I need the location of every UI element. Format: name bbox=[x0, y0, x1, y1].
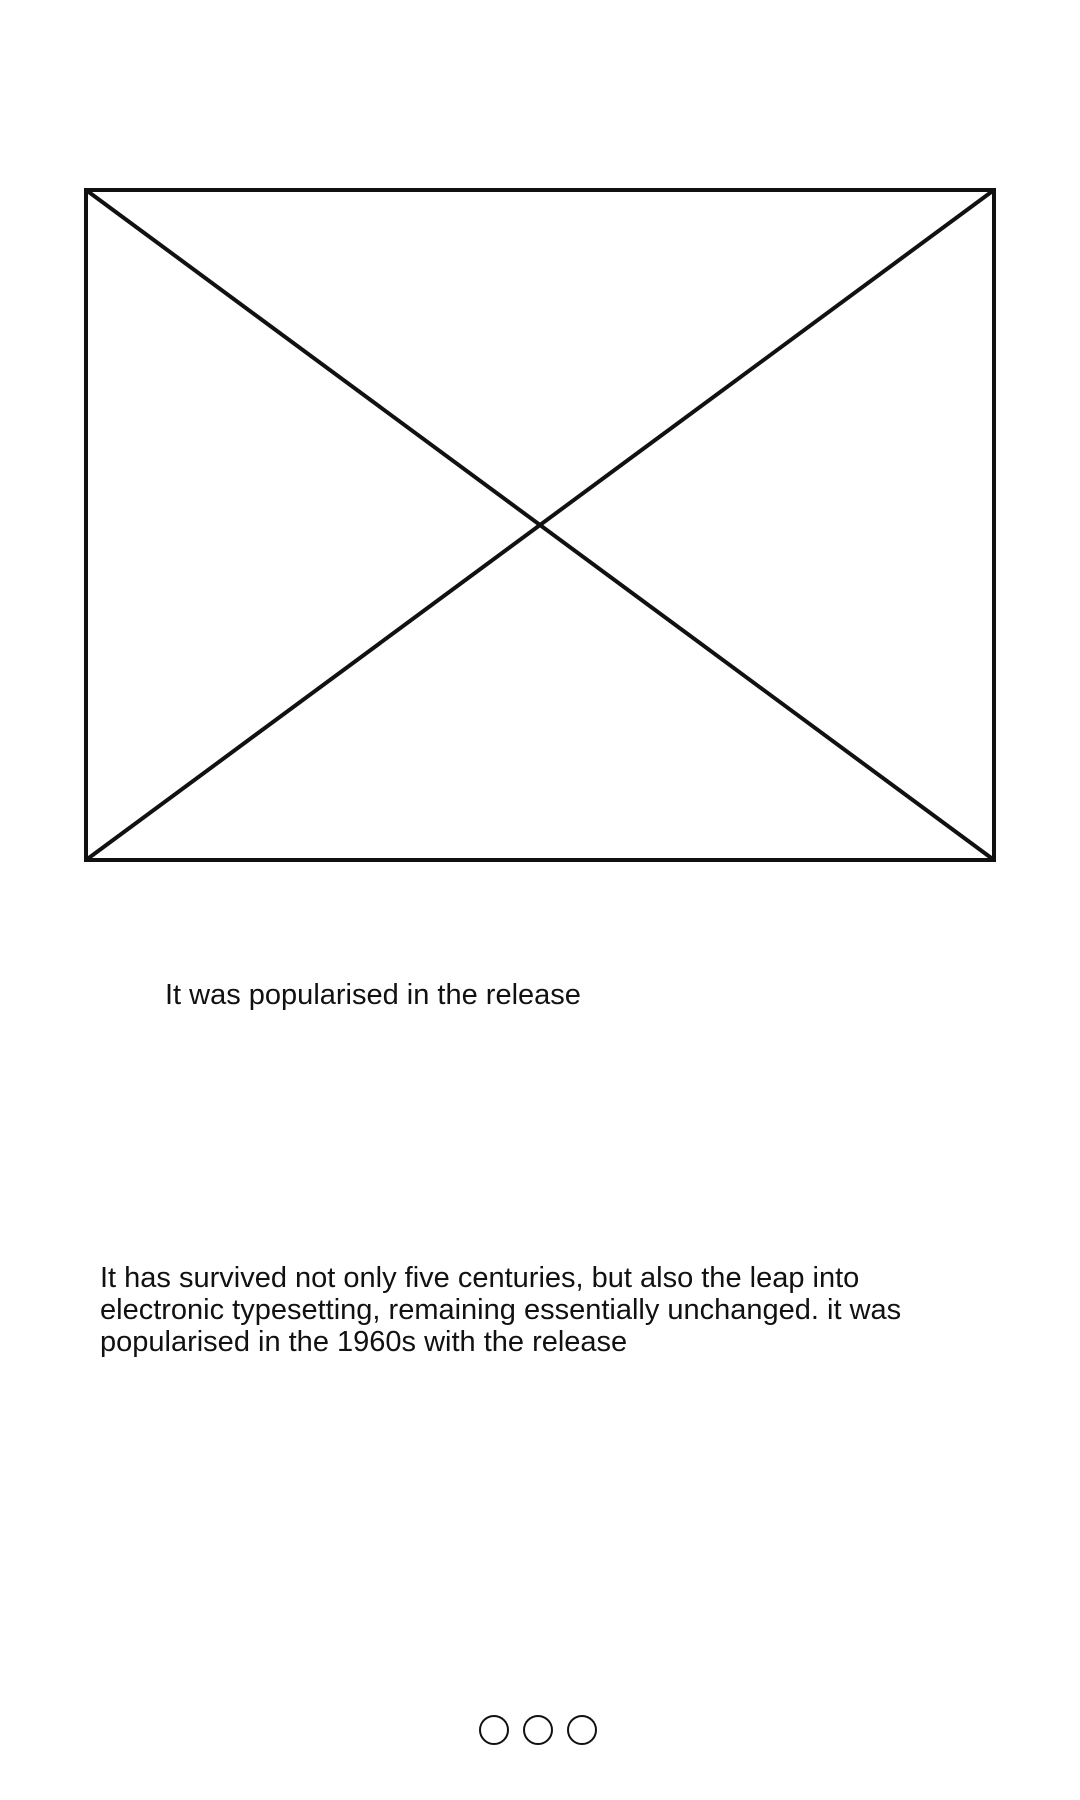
image-placeholder-frame bbox=[84, 188, 996, 862]
body-text: It has survived not only five centuries,… bbox=[100, 1262, 902, 1358]
page-dot-2[interactable] bbox=[523, 1715, 553, 1745]
page-dot-3[interactable] bbox=[567, 1715, 597, 1745]
caption-text: It was popularised in the release bbox=[165, 979, 581, 1011]
image-placeholder-diagonal bbox=[84, 188, 996, 862]
image-placeholder-icon bbox=[84, 188, 996, 862]
page-indicator bbox=[479, 1715, 597, 1745]
image-placeholder-graphic bbox=[84, 188, 996, 862]
page-dot-1[interactable] bbox=[479, 1715, 509, 1745]
